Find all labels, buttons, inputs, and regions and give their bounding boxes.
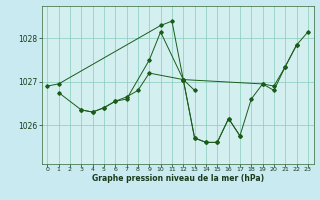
X-axis label: Graphe pression niveau de la mer (hPa): Graphe pression niveau de la mer (hPa) <box>92 174 264 183</box>
